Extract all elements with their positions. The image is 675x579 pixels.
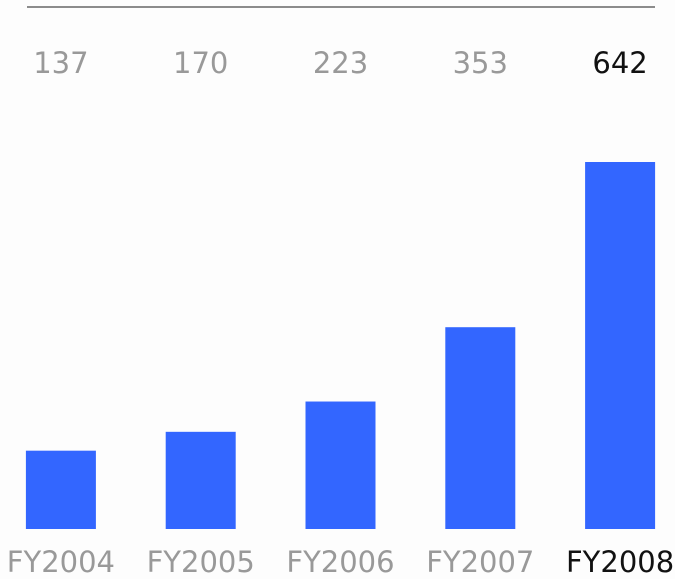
bar [585,162,656,529]
bar [165,431,236,529]
x-tick-label: FY2004 [7,545,115,579]
bar [25,450,96,529]
bar [445,327,516,529]
bar [305,401,376,529]
x-tick-label: FY2005 [147,545,255,579]
value-label: 642 [592,46,647,80]
x-tick-label: FY2008 [566,545,674,579]
value-label: 170 [173,46,228,80]
x-tick-label: FY2006 [286,545,394,579]
value-label: 353 [453,46,508,80]
value-label: 223 [313,46,368,80]
value-label: 137 [33,46,88,80]
x-tick-label: FY2007 [426,545,534,579]
